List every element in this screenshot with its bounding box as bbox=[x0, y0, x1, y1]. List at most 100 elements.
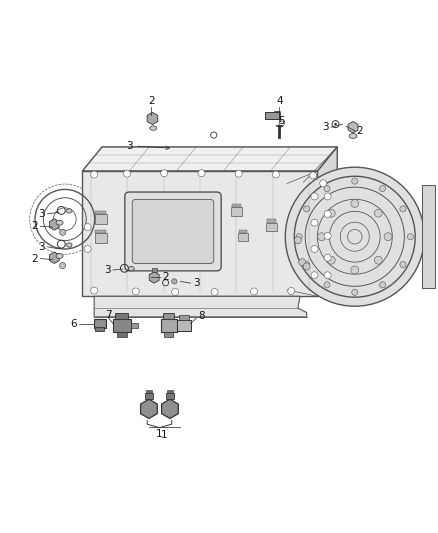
Bar bbox=[95, 214, 107, 224]
Circle shape bbox=[324, 211, 331, 217]
Circle shape bbox=[320, 180, 327, 187]
Circle shape bbox=[384, 233, 392, 241]
Bar bbox=[113, 319, 131, 332]
Bar bbox=[163, 313, 174, 319]
Circle shape bbox=[379, 185, 385, 192]
Circle shape bbox=[324, 185, 330, 192]
Bar bbox=[266, 223, 277, 231]
Ellipse shape bbox=[150, 126, 157, 130]
Circle shape bbox=[352, 289, 358, 295]
Bar bbox=[166, 393, 174, 399]
Text: 7: 7 bbox=[105, 310, 112, 320]
Ellipse shape bbox=[56, 254, 63, 259]
Polygon shape bbox=[82, 147, 337, 171]
Circle shape bbox=[251, 288, 258, 295]
Circle shape bbox=[324, 232, 331, 239]
Polygon shape bbox=[162, 399, 178, 418]
Circle shape bbox=[294, 237, 301, 244]
Bar bbox=[167, 391, 173, 393]
Bar bbox=[152, 268, 157, 272]
Polygon shape bbox=[49, 252, 59, 263]
Circle shape bbox=[235, 170, 242, 177]
Circle shape bbox=[84, 223, 91, 231]
Circle shape bbox=[327, 256, 335, 264]
Text: 3: 3 bbox=[38, 209, 45, 219]
Text: 1: 1 bbox=[156, 429, 163, 439]
Bar bbox=[161, 319, 177, 332]
Circle shape bbox=[400, 206, 406, 212]
Ellipse shape bbox=[129, 266, 134, 271]
Bar bbox=[94, 319, 106, 328]
Bar bbox=[95, 211, 106, 214]
Circle shape bbox=[60, 229, 66, 236]
Bar bbox=[179, 315, 189, 320]
Circle shape bbox=[285, 167, 424, 306]
Text: 2: 2 bbox=[32, 254, 39, 264]
Circle shape bbox=[334, 123, 337, 125]
Text: 4: 4 bbox=[276, 96, 283, 106]
Circle shape bbox=[311, 246, 318, 253]
Circle shape bbox=[311, 272, 318, 279]
Circle shape bbox=[172, 288, 179, 295]
Circle shape bbox=[211, 288, 218, 295]
Bar bbox=[265, 112, 279, 119]
Polygon shape bbox=[147, 112, 158, 125]
Text: 1: 1 bbox=[161, 430, 168, 440]
Bar bbox=[95, 233, 107, 243]
Circle shape bbox=[324, 254, 331, 261]
Bar bbox=[82, 171, 318, 296]
Circle shape bbox=[324, 282, 330, 288]
Bar bbox=[95, 327, 104, 332]
Circle shape bbox=[400, 262, 406, 268]
Bar bbox=[239, 230, 247, 233]
Bar bbox=[115, 313, 128, 319]
Polygon shape bbox=[141, 399, 157, 418]
Polygon shape bbox=[94, 296, 307, 317]
Text: 5: 5 bbox=[278, 116, 285, 126]
Circle shape bbox=[311, 219, 318, 226]
Bar bbox=[117, 332, 127, 337]
Text: 6: 6 bbox=[70, 319, 77, 329]
Circle shape bbox=[124, 170, 131, 177]
FancyBboxPatch shape bbox=[125, 192, 221, 271]
Circle shape bbox=[374, 256, 382, 264]
Bar bbox=[267, 219, 276, 223]
Text: 2: 2 bbox=[148, 96, 155, 106]
Circle shape bbox=[351, 266, 359, 274]
Circle shape bbox=[304, 262, 310, 268]
Circle shape bbox=[299, 259, 306, 265]
Bar bbox=[232, 204, 241, 207]
Circle shape bbox=[324, 193, 331, 200]
Circle shape bbox=[60, 263, 66, 269]
Circle shape bbox=[351, 199, 359, 207]
Polygon shape bbox=[348, 122, 358, 133]
Polygon shape bbox=[318, 147, 337, 296]
Circle shape bbox=[272, 171, 279, 178]
Bar bbox=[177, 320, 191, 331]
Polygon shape bbox=[149, 272, 159, 283]
FancyBboxPatch shape bbox=[132, 199, 214, 263]
Text: 2: 2 bbox=[32, 221, 39, 231]
Circle shape bbox=[132, 288, 139, 295]
Circle shape bbox=[374, 209, 382, 217]
Bar bbox=[146, 391, 152, 393]
Bar bbox=[131, 324, 138, 328]
Circle shape bbox=[352, 178, 358, 184]
Circle shape bbox=[296, 233, 302, 240]
Text: 2: 2 bbox=[162, 272, 169, 282]
Circle shape bbox=[198, 169, 205, 177]
Circle shape bbox=[91, 287, 98, 294]
Text: 3: 3 bbox=[38, 242, 45, 252]
Text: 3: 3 bbox=[104, 265, 111, 275]
Circle shape bbox=[304, 206, 310, 212]
Polygon shape bbox=[49, 219, 59, 230]
Ellipse shape bbox=[56, 220, 63, 225]
Bar bbox=[238, 233, 248, 241]
Circle shape bbox=[161, 169, 168, 177]
Ellipse shape bbox=[67, 243, 72, 247]
Circle shape bbox=[310, 172, 317, 179]
Bar bbox=[145, 393, 153, 399]
Text: 3: 3 bbox=[126, 141, 133, 151]
Ellipse shape bbox=[67, 209, 72, 213]
Circle shape bbox=[318, 233, 325, 241]
